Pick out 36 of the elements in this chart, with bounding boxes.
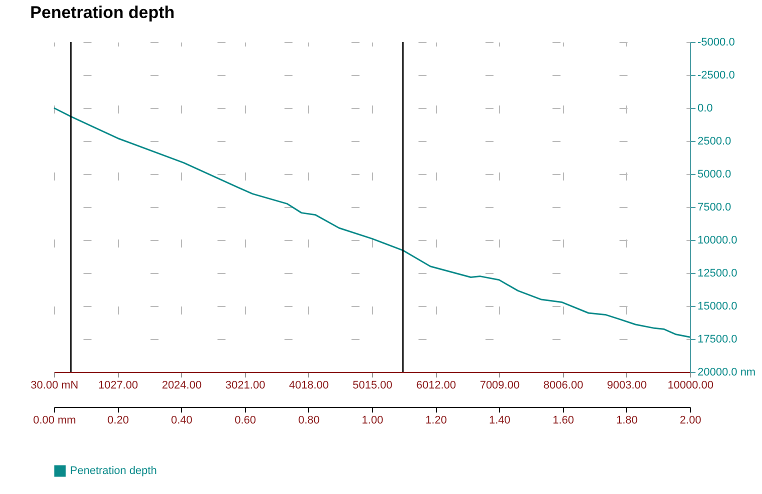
x2-tick-label: 0.60 bbox=[234, 414, 256, 426]
x2-tick-label: 0.80 bbox=[298, 414, 320, 426]
x-tick-label: 10000.00 bbox=[668, 380, 714, 392]
legend-label: Penetration depth bbox=[70, 465, 157, 477]
x-tick-label: 6012.00 bbox=[416, 380, 456, 392]
x2-tick-label: 0.40 bbox=[170, 414, 192, 426]
x2-tick-label: 1.20 bbox=[425, 414, 447, 426]
x-tick-label: 5015.00 bbox=[352, 380, 392, 392]
x2-tick-label: 2.00 bbox=[680, 414, 702, 426]
x2-tick-label: 1.80 bbox=[616, 414, 638, 426]
x-tick-label: 9003.00 bbox=[607, 380, 647, 392]
x-tick-label: 7009.00 bbox=[480, 380, 520, 392]
y-tick-label: 5000.0 bbox=[698, 168, 732, 180]
y-tick-label: 15000.0 bbox=[698, 300, 738, 312]
y-tick-label: 20000.0 nm bbox=[698, 366, 756, 378]
x-tick-label: 4018.00 bbox=[289, 380, 329, 392]
y-tick-label: -2500.0 bbox=[698, 70, 735, 82]
y-tick-label: 17500.0 bbox=[698, 334, 738, 346]
y-tick-label: 2500.0 bbox=[698, 136, 732, 148]
line-series bbox=[53, 107, 691, 338]
y-tick-label: 7500.0 bbox=[698, 202, 732, 214]
y-tick-label: 10000.0 bbox=[698, 234, 738, 246]
x-tick-label: 1027.00 bbox=[98, 380, 138, 392]
x2-tick-label: 1.60 bbox=[552, 414, 574, 426]
x-tick-label: 30.00 mN bbox=[30, 380, 78, 392]
x-tick-label: 8006.00 bbox=[543, 380, 584, 392]
x2-tick-label: 1.00 bbox=[362, 414, 384, 426]
x2-tick-label: 0.00 mm bbox=[33, 414, 76, 426]
y-tick-label: 0.0 bbox=[698, 102, 713, 114]
x2-tick-label: 1.40 bbox=[488, 414, 510, 426]
chart-title: Penetration depth bbox=[30, 3, 175, 22]
x-tick-label: 3021.00 bbox=[225, 380, 266, 392]
y-tick-label: -5000.0 bbox=[698, 36, 735, 48]
x-tick-label: 2024.00 bbox=[162, 380, 202, 392]
x2-tick-label: 0.20 bbox=[107, 414, 129, 426]
y-tick-label: 12500.0 bbox=[698, 268, 738, 280]
